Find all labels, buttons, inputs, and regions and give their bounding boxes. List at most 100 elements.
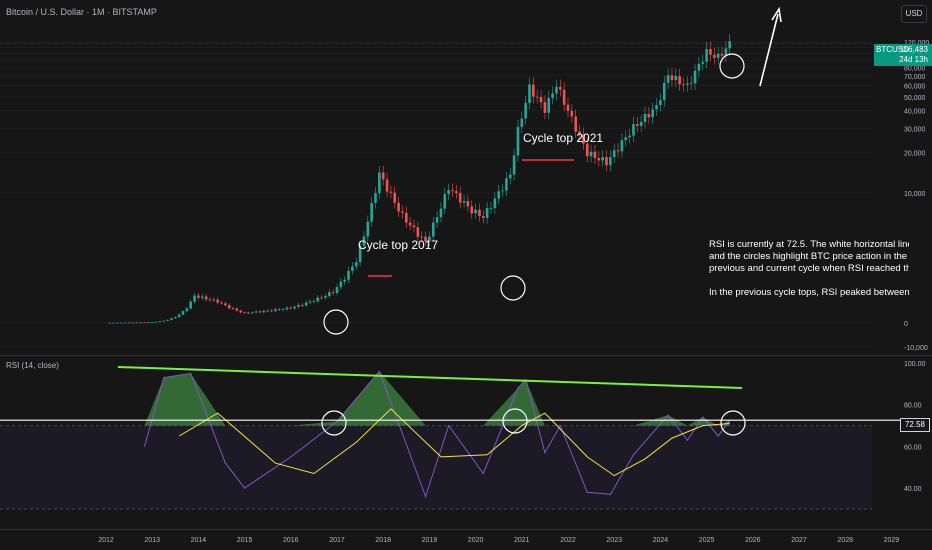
candle-body xyxy=(589,151,593,157)
rsi-point xyxy=(290,456,292,458)
price-candle xyxy=(262,309,266,314)
rsi-highlight-circle xyxy=(720,410,746,436)
price-tick-label: 30,000 xyxy=(904,126,926,133)
rsi-point xyxy=(163,377,165,379)
price-candle xyxy=(335,283,339,296)
price-candle xyxy=(666,68,670,90)
candle-body xyxy=(609,157,612,166)
price-candle xyxy=(420,231,423,242)
rsi-pane-title: RSI (14, close) xyxy=(6,361,59,370)
price-badge-price: 116,483 xyxy=(899,45,928,54)
candle-body xyxy=(139,322,142,324)
candle-body xyxy=(216,299,219,303)
candle-body xyxy=(301,304,304,306)
rsi-point xyxy=(190,372,192,375)
rsi-tick-label: 80.00 xyxy=(904,403,922,410)
price-candle xyxy=(266,309,269,313)
rsi-point xyxy=(224,462,226,464)
candle-body xyxy=(674,76,678,81)
price-tick-label: 50,000 xyxy=(904,95,926,102)
price-candle xyxy=(689,76,693,91)
note-line-3: previous and current cycle when RSI reac… xyxy=(709,263,909,274)
candle-body xyxy=(478,209,481,217)
price-candle xyxy=(451,183,454,198)
candle-body xyxy=(720,53,724,56)
candle-body xyxy=(239,310,243,313)
candle-body xyxy=(381,172,385,180)
price-candle xyxy=(281,307,285,311)
rsi-value-badge: 72.58 xyxy=(900,418,930,432)
price-candle xyxy=(443,187,447,215)
candle-body xyxy=(185,308,189,312)
price-candle xyxy=(431,216,435,242)
candle-body xyxy=(166,319,169,321)
price-candle xyxy=(570,103,574,123)
candle-body xyxy=(335,287,339,293)
price-candle xyxy=(374,186,377,209)
rsi-point xyxy=(378,370,380,372)
price-candle xyxy=(254,310,258,314)
rsi-ma-line xyxy=(178,408,730,477)
candle-body xyxy=(539,97,543,103)
price-candle xyxy=(320,295,323,300)
candle-body xyxy=(254,311,258,313)
candle-body xyxy=(651,109,654,118)
candle-body xyxy=(127,322,131,324)
candle-body xyxy=(439,208,443,218)
candle-body xyxy=(262,310,266,313)
price-candle xyxy=(177,313,181,318)
candle-body xyxy=(324,295,327,298)
price-candle xyxy=(112,322,115,324)
candle-body xyxy=(247,312,250,314)
candle-body xyxy=(582,134,585,144)
price-candle xyxy=(716,46,720,65)
candle-body xyxy=(585,143,589,157)
candle-body xyxy=(659,100,662,106)
price-candle xyxy=(655,97,658,116)
candle-body xyxy=(162,320,166,322)
time-tick-label: 2015 xyxy=(237,537,253,544)
price-candle xyxy=(247,311,250,315)
price-candle xyxy=(385,172,389,198)
candle-body xyxy=(197,295,200,298)
candle-body xyxy=(466,201,470,207)
note-line-4: In the previous cycle tops, RSI peaked b… xyxy=(709,287,909,298)
rsi-point xyxy=(686,439,688,441)
candle-body xyxy=(705,49,708,62)
price-candle xyxy=(589,144,593,163)
price-candle xyxy=(543,95,547,120)
candle-body xyxy=(266,310,269,312)
price-candle xyxy=(439,202,443,223)
candle-body xyxy=(420,236,423,238)
price-candle xyxy=(220,300,223,306)
candle-body xyxy=(559,86,562,90)
price-candle xyxy=(208,296,212,303)
price-candle xyxy=(366,215,370,242)
price-candle xyxy=(447,183,450,200)
price-candle xyxy=(227,303,231,310)
rsi-point xyxy=(702,416,704,418)
price-candle xyxy=(108,322,112,324)
candle-body xyxy=(447,190,450,195)
note-line-2: and the circles highlight BTC price acti… xyxy=(709,251,908,262)
candle-body xyxy=(220,302,223,304)
candle-body xyxy=(274,309,277,311)
candle-body xyxy=(177,314,181,318)
price-candle xyxy=(512,148,516,181)
rsi-tick-label: 60.00 xyxy=(904,444,922,451)
candle-body xyxy=(574,116,577,132)
time-tick-label: 2020 xyxy=(468,537,484,544)
candle-body xyxy=(270,310,273,312)
price-candle xyxy=(547,90,551,120)
price-candle xyxy=(612,143,616,164)
price-candle xyxy=(166,319,169,321)
candle-body xyxy=(728,41,731,49)
candle-body xyxy=(224,303,227,306)
price-candle xyxy=(528,77,531,110)
candle-body xyxy=(208,299,212,301)
candle-body xyxy=(112,322,115,324)
currency-button[interactable]: USD xyxy=(901,5,927,23)
price-candle xyxy=(697,56,701,78)
candle-body xyxy=(532,84,535,97)
